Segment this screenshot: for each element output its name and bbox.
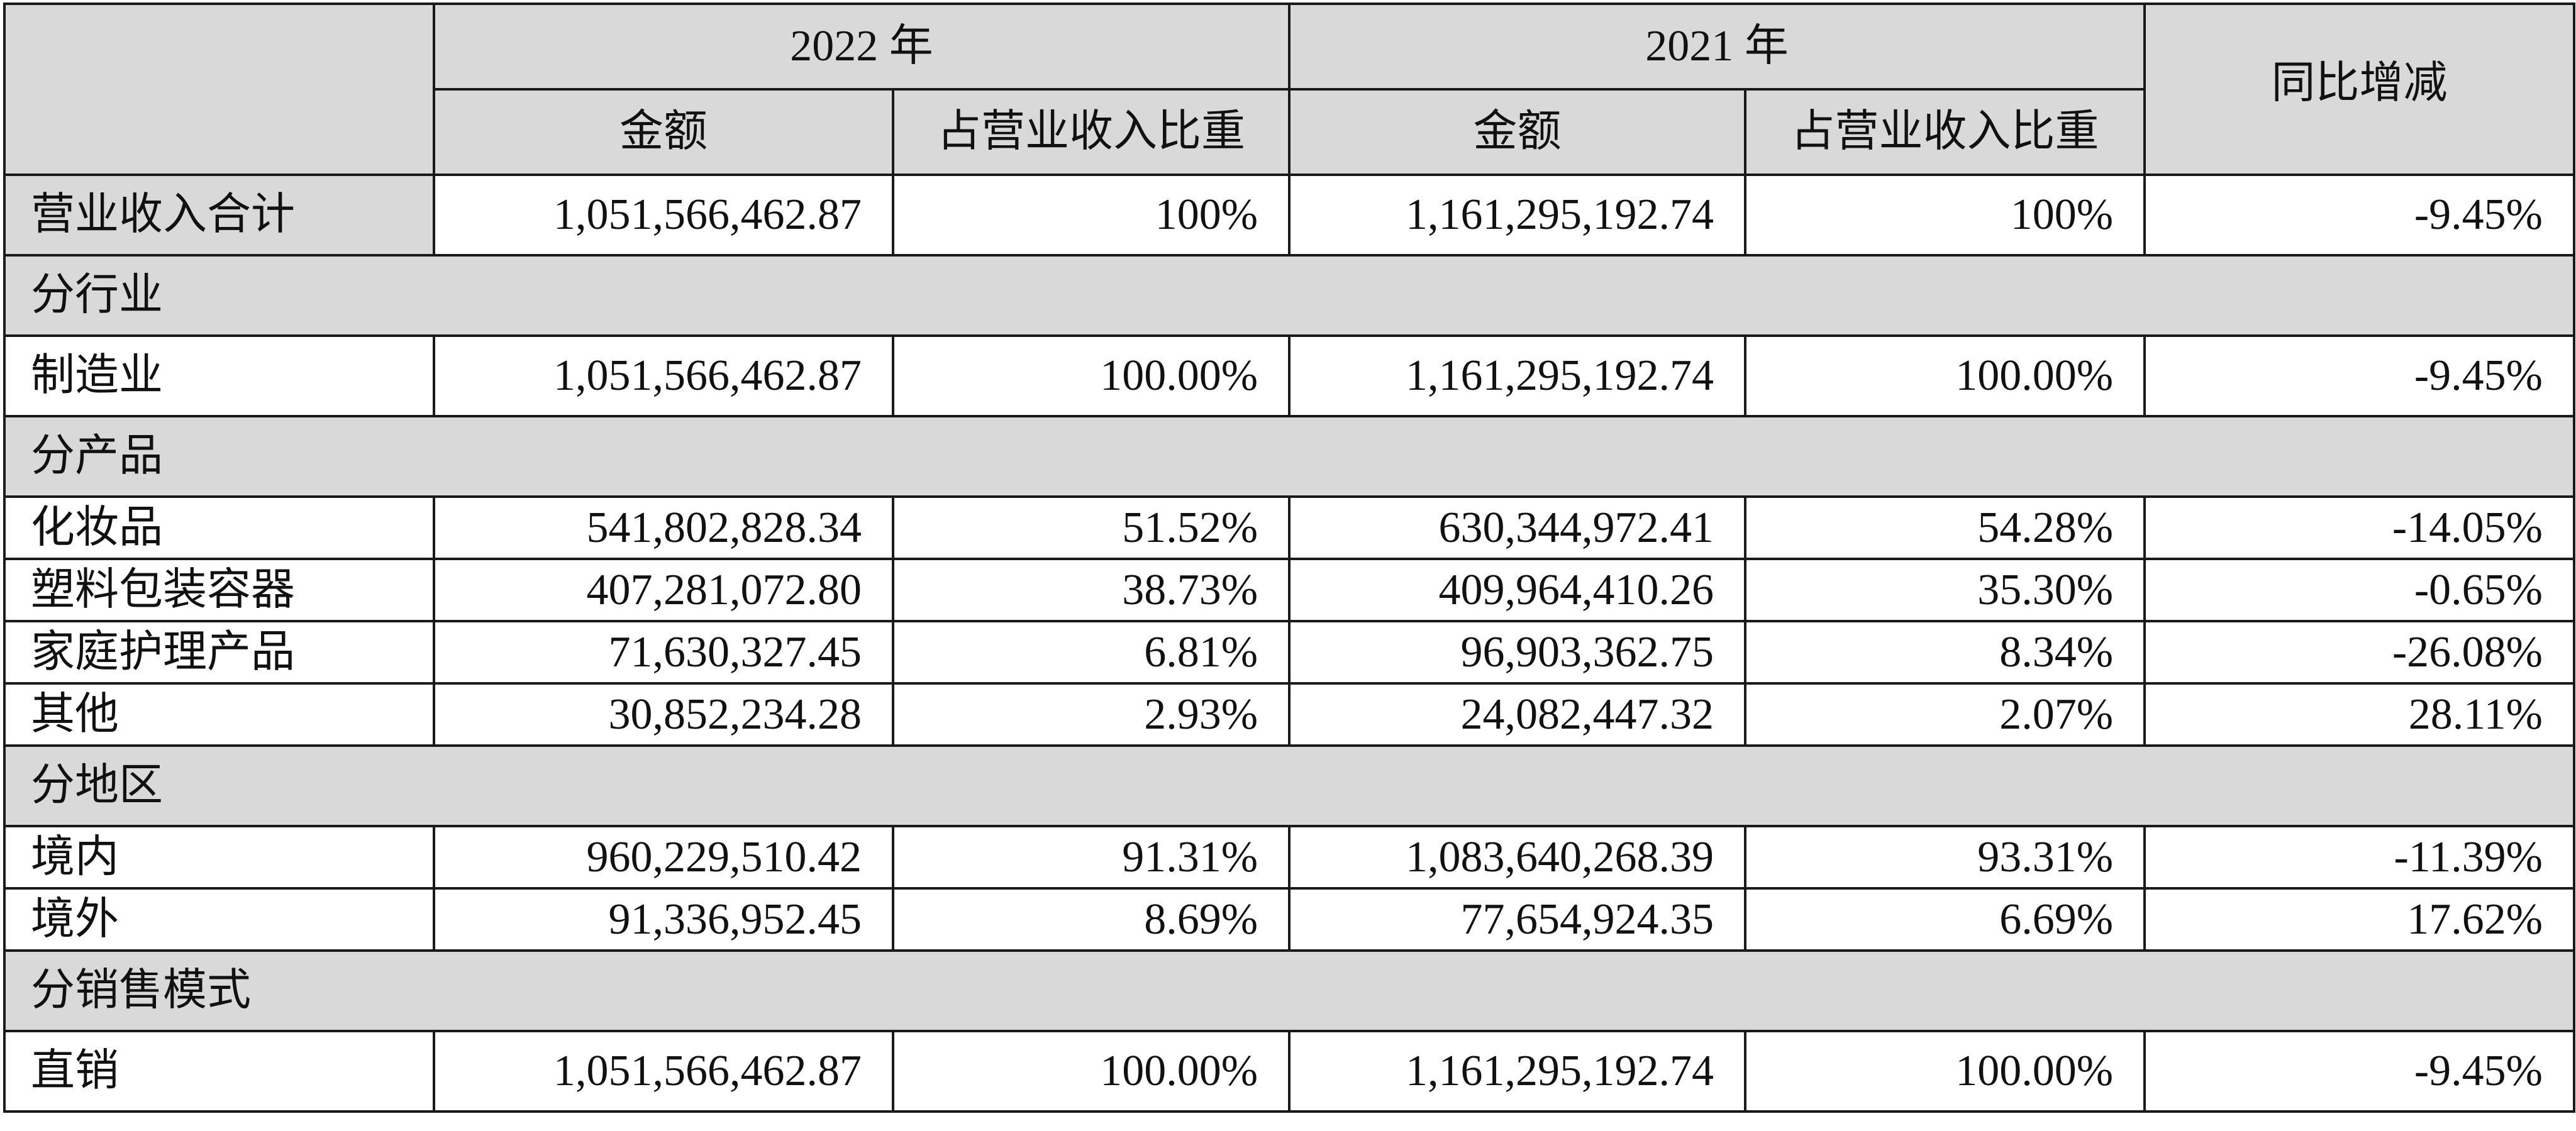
total-share-2022: 100% [892,174,1291,257]
total-share-2021: 100% [1744,174,2146,257]
yoy-change: -26.08% [2143,620,2575,685]
header-share-2022: 占营业收入比重 [892,88,1291,176]
header-row-years: 2022 年 2021 年 同比增减 [3,3,2575,176]
total-row: 营业收入合计 1,051,566,462.87 100% 1,161,295,1… [3,174,2575,257]
amount-2022: 1,051,566,462.87 [433,1030,894,1113]
row-label: 境内 [3,825,435,890]
table-row: 境内 960,229,510.42 91.31% 1,083,640,268.3… [3,825,2575,890]
share-2022: 38.73% [892,558,1291,622]
group-header-industry: 分行业 [3,254,2575,337]
header-yoy: 同比增减 [2143,3,2575,176]
yoy-change: -14.05% [2143,495,2575,560]
share-2021: 35.30% [1744,558,2146,622]
total-amount-2021: 1,161,295,192.74 [1288,174,1746,257]
amount-2022: 71,630,327.45 [433,620,894,685]
table-row: 制造业 1,051,566,462.87 100.00% 1,161,295,1… [3,334,2575,417]
group-title-product: 分产品 [3,415,2575,498]
yoy-change: -9.45% [2143,334,2575,417]
group-title-industry: 分行业 [3,254,2575,337]
table-row: 化妆品 541,802,828.34 51.52% 630,344,972.41… [3,495,2575,560]
amount-2022: 407,281,072.80 [433,558,894,622]
amount-2022: 30,852,234.28 [433,682,894,747]
total-label: 营业收入合计 [3,174,435,257]
group-header-product: 分产品 [3,415,2575,498]
group-title-region: 分地区 [3,744,2575,827]
header-row-columns: 金额 占营业收入比重 金额 占营业收入比重 [4,88,2574,176]
share-2022: 51.52% [892,495,1291,560]
total-amount-2022: 1,051,566,462.87 [433,174,894,257]
share-2022: 2.93% [892,682,1291,747]
table-row: 境外 91,336,952.45 8.69% 77,654,924.35 6.6… [3,887,2575,952]
row-label: 制造业 [3,334,435,417]
yoy-change: 28.11% [2143,682,2575,747]
share-2022: 100.00% [892,334,1291,417]
share-2021: 6.69% [1744,887,2146,952]
table-row: 直销 1,051,566,462.87 100.00% 1,161,295,19… [3,1030,2575,1113]
yoy-change: -9.45% [2143,1030,2575,1113]
row-label: 其他 [3,682,435,747]
amount-2021: 96,903,362.75 [1288,620,1746,685]
amount-2021: 24,082,447.32 [1288,682,1746,747]
amount-2021: 630,344,972.41 [1288,495,1746,560]
row-label: 化妆品 [3,495,435,560]
amount-2021: 1,161,295,192.74 [1288,334,1746,417]
total-yoy: -9.45% [2143,174,2575,257]
yoy-change: 17.62% [2143,887,2575,952]
share-2022: 8.69% [892,887,1291,952]
share-2022: 100.00% [892,1030,1291,1113]
header-year-2022: 2022 年 [433,3,1291,91]
group-header-region: 分地区 [3,744,2575,827]
share-2021: 93.31% [1744,825,2146,890]
table-row: 家庭护理产品 71,630,327.45 6.81% 96,903,362.75… [3,620,2575,685]
table-row: 其他 30,852,234.28 2.93% 24,082,447.32 2.0… [3,682,2575,747]
row-label: 塑料包装容器 [3,558,435,622]
amount-2022: 1,051,566,462.87 [433,334,894,417]
header-amount-2021: 金额 [1288,88,1746,176]
amount-2022: 960,229,510.42 [433,825,894,890]
amount-2021: 1,083,640,268.39 [1288,825,1746,890]
share-2021: 100.00% [1744,1030,2146,1113]
header-corner-cell [3,3,435,176]
header-share-2021: 占营业收入比重 [1744,88,2146,176]
share-2021: 54.28% [1744,495,2146,560]
group-title-sales-mode: 分销售模式 [3,949,2575,1032]
header-year-2021: 2021 年 [1288,3,2146,91]
row-label: 家庭护理产品 [3,620,435,685]
amount-2021: 1,161,295,192.74 [1288,1030,1746,1113]
share-2022: 91.31% [892,825,1291,890]
yoy-change: -11.39% [2143,825,2575,890]
share-2022: 6.81% [892,620,1291,685]
row-label: 直销 [3,1030,435,1113]
share-2021: 100.00% [1744,334,2146,417]
header-amount-2022: 金额 [433,88,894,176]
row-label: 境外 [3,887,435,952]
amount-2021: 409,964,410.26 [1288,558,1746,622]
amount-2022: 541,802,828.34 [433,495,894,560]
share-2021: 2.07% [1744,682,2146,747]
yoy-change: -0.65% [2143,558,2575,622]
amount-2021: 77,654,924.35 [1288,887,1746,952]
revenue-composition-table: 2022 年 2021 年 同比增减 金额 占营业收入比重 金额 占营业收入比重… [3,3,2575,1113]
group-header-sales-mode: 分销售模式 [3,949,2575,1032]
table-row: 塑料包装容器 407,281,072.80 38.73% 409,964,410… [3,558,2575,622]
share-2021: 8.34% [1744,620,2146,685]
amount-2022: 91,336,952.45 [433,887,894,952]
